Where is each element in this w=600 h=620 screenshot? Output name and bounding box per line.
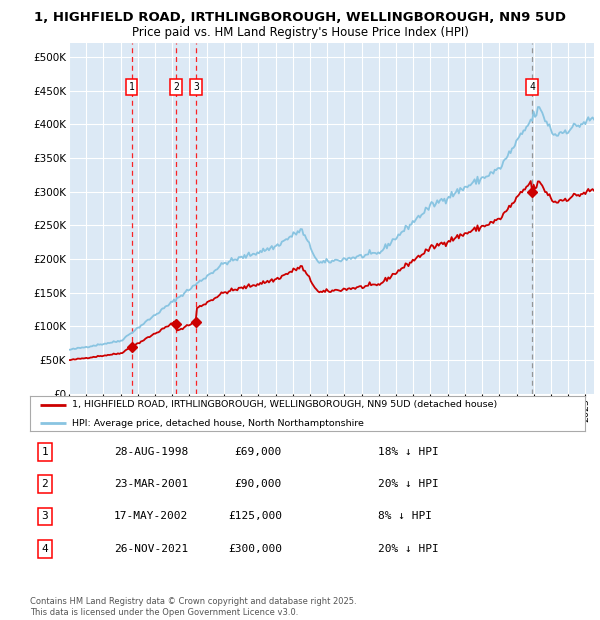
Text: 20% ↓ HPI: 20% ↓ HPI xyxy=(378,479,439,489)
Text: Contains HM Land Registry data © Crown copyright and database right 2025.
This d: Contains HM Land Registry data © Crown c… xyxy=(30,598,356,617)
Text: 4: 4 xyxy=(41,544,49,554)
Text: 17-MAY-2002: 17-MAY-2002 xyxy=(114,512,188,521)
Text: 8% ↓ HPI: 8% ↓ HPI xyxy=(378,512,432,521)
Text: 1, HIGHFIELD ROAD, IRTHLINGBOROUGH, WELLINGBOROUGH, NN9 5UD (detached house): 1, HIGHFIELD ROAD, IRTHLINGBOROUGH, WELL… xyxy=(71,401,497,409)
Text: HPI: Average price, detached house, North Northamptonshire: HPI: Average price, detached house, Nort… xyxy=(71,418,364,428)
Text: 1, HIGHFIELD ROAD, IRTHLINGBOROUGH, WELLINGBOROUGH, NN9 5UD: 1, HIGHFIELD ROAD, IRTHLINGBOROUGH, WELL… xyxy=(34,11,566,24)
Text: 4: 4 xyxy=(529,82,535,92)
Text: 28-AUG-1998: 28-AUG-1998 xyxy=(114,447,188,457)
Text: 2: 2 xyxy=(41,479,49,489)
Text: 23-MAR-2001: 23-MAR-2001 xyxy=(114,479,188,489)
Text: Price paid vs. HM Land Registry's House Price Index (HPI): Price paid vs. HM Land Registry's House … xyxy=(131,26,469,39)
Text: 26-NOV-2021: 26-NOV-2021 xyxy=(114,544,188,554)
Text: £300,000: £300,000 xyxy=(228,544,282,554)
Text: 1: 1 xyxy=(129,82,135,92)
Text: £90,000: £90,000 xyxy=(235,479,282,489)
Text: £69,000: £69,000 xyxy=(235,447,282,457)
Text: £125,000: £125,000 xyxy=(228,512,282,521)
Text: 3: 3 xyxy=(41,512,49,521)
Text: 3: 3 xyxy=(193,82,199,92)
Text: 20% ↓ HPI: 20% ↓ HPI xyxy=(378,544,439,554)
Text: 1: 1 xyxy=(41,447,49,457)
Text: 2: 2 xyxy=(173,82,179,92)
Text: 18% ↓ HPI: 18% ↓ HPI xyxy=(378,447,439,457)
